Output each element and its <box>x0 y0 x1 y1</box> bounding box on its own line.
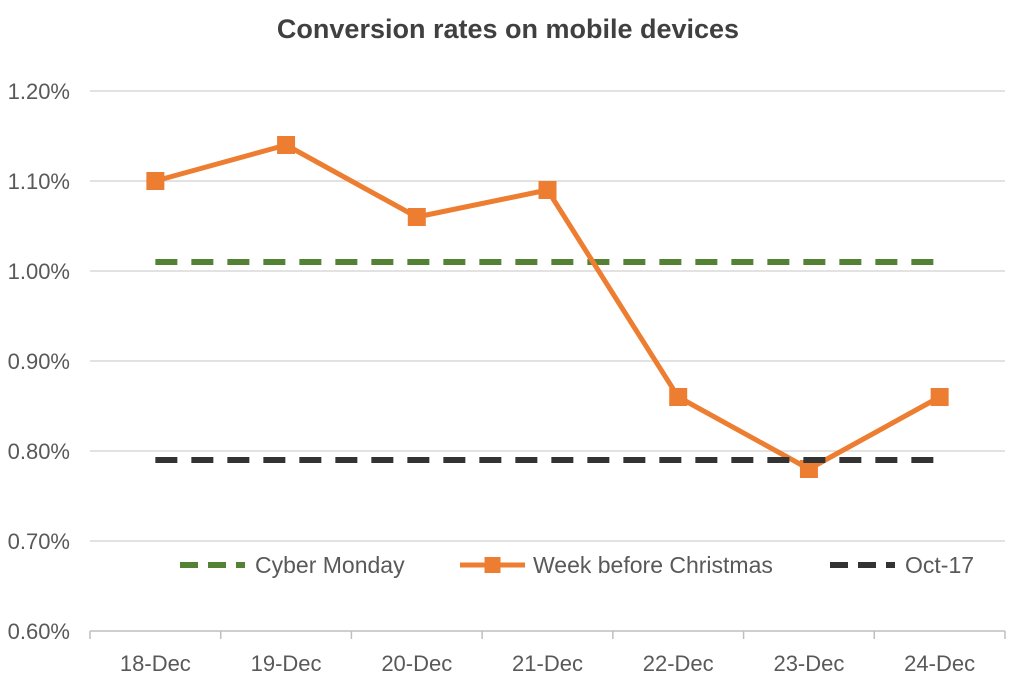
y-tick-label: 0.60% <box>8 619 70 644</box>
data-point-marker <box>538 181 557 199</box>
data-point-marker <box>799 460 818 478</box>
legend-label: Oct-17 <box>905 552 974 578</box>
series-layer <box>146 136 949 478</box>
x-tick-label: 23-Dec <box>773 651 844 676</box>
x-tick-label: 18-Dec <box>120 651 191 676</box>
legend-item-1: Week before Christmas <box>460 552 773 578</box>
y-tick-label: 1.10% <box>8 169 70 194</box>
legend-item-2: Oct-17 <box>830 552 974 578</box>
x-tick-label: 24-Dec <box>904 651 975 676</box>
data-point-marker <box>146 172 165 190</box>
legend-label: Week before Christmas <box>533 552 773 578</box>
y-tick-label: 0.70% <box>8 529 70 554</box>
x-tick-label: 22-Dec <box>643 651 714 676</box>
data-point-marker <box>407 208 426 226</box>
legend-label: Cyber Monday <box>255 552 405 578</box>
x-tick-label: 19-Dec <box>251 651 322 676</box>
data-point-marker <box>930 388 949 406</box>
chart-title: Conversion rates on mobile devices <box>277 14 739 44</box>
x-tick-label: 21-Dec <box>512 651 583 676</box>
y-tick-label: 1.00% <box>8 259 70 284</box>
gridlines <box>90 90 1005 542</box>
y-axis-tick-labels: 0.60% 0.70% 0.80% 0.90% 1.00% 1.10% 1.20% <box>8 79 70 644</box>
y-tick-label: 1.20% <box>8 79 70 104</box>
legend-marker <box>484 557 501 573</box>
x-axis <box>89 630 1006 639</box>
data-point-marker <box>277 136 296 154</box>
y-tick-label: 0.90% <box>8 349 70 374</box>
x-tick-label: 20-Dec <box>381 651 452 676</box>
x-axis-tick-labels: 18-Dec 19-Dec 20-Dec 21-Dec 22-Dec 23-Dec 24-D… <box>120 651 975 676</box>
legend-item-0: Cyber Monday <box>180 552 405 578</box>
legend: Cyber Monday Week before Christmas Oct-17 <box>180 552 974 578</box>
series-1 <box>146 136 949 478</box>
y-tick-label: 0.80% <box>8 439 70 464</box>
data-point-marker <box>669 388 688 406</box>
